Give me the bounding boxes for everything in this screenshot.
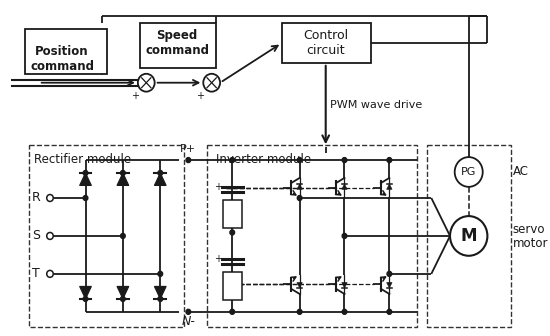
Circle shape [158, 170, 163, 175]
Text: +: + [131, 91, 139, 100]
Circle shape [120, 170, 125, 175]
Text: PWM wave drive: PWM wave drive [331, 99, 422, 110]
Bar [30, 145, 184, 327]
Circle shape [387, 158, 392, 163]
Polygon shape [387, 283, 392, 288]
Bar [140, 23, 216, 68]
Bar [25, 29, 107, 74]
Text: R: R [229, 209, 236, 219]
Polygon shape [117, 286, 129, 299]
Text: +: + [214, 254, 222, 264]
Text: N-: N- [182, 315, 195, 328]
Text: -: - [141, 73, 146, 86]
Bar [223, 272, 241, 300]
Text: S: S [32, 229, 40, 243]
Text: Speed
command: Speed command [145, 29, 209, 57]
Text: Control
circuit: Control circuit [303, 29, 348, 57]
Circle shape [47, 270, 53, 277]
Circle shape [120, 234, 125, 239]
Text: +: + [196, 91, 205, 100]
Circle shape [450, 216, 487, 256]
Polygon shape [297, 283, 302, 288]
Bar [282, 23, 371, 63]
Text: Position
command: Position command [30, 45, 94, 73]
Circle shape [298, 309, 302, 314]
Text: PG: PG [461, 167, 476, 177]
Circle shape [47, 195, 53, 202]
Text: servo: servo [513, 223, 545, 237]
Text: -: - [206, 73, 211, 86]
Circle shape [387, 271, 392, 276]
Circle shape [298, 196, 302, 201]
Circle shape [342, 309, 347, 314]
Text: Inverter module: Inverter module [216, 153, 311, 166]
Polygon shape [342, 184, 347, 189]
Text: T: T [32, 267, 40, 280]
Text: P+: P+ [180, 144, 196, 154]
Circle shape [230, 158, 235, 163]
Circle shape [342, 158, 347, 163]
Circle shape [298, 158, 302, 163]
Circle shape [120, 296, 125, 301]
Circle shape [158, 271, 163, 276]
Circle shape [455, 157, 483, 187]
Circle shape [186, 158, 191, 163]
Text: motor: motor [513, 237, 548, 250]
Circle shape [186, 309, 191, 314]
Circle shape [83, 296, 88, 301]
Text: Rectifier module: Rectifier module [34, 153, 131, 166]
Circle shape [83, 196, 88, 201]
Circle shape [230, 309, 235, 314]
Circle shape [83, 170, 88, 175]
Polygon shape [387, 184, 392, 189]
Text: R: R [229, 281, 236, 291]
Circle shape [158, 296, 163, 301]
Circle shape [387, 309, 392, 314]
Circle shape [230, 230, 235, 235]
Polygon shape [342, 283, 347, 288]
Circle shape [342, 234, 347, 239]
Circle shape [47, 233, 53, 240]
Text: R: R [32, 192, 41, 205]
Polygon shape [117, 173, 129, 185]
Text: M: M [460, 227, 477, 245]
Bar [223, 200, 241, 227]
Polygon shape [297, 184, 302, 189]
Bar [207, 145, 417, 327]
Text: AC: AC [513, 165, 529, 178]
Bar [427, 145, 511, 327]
Polygon shape [155, 173, 166, 185]
Polygon shape [80, 286, 91, 299]
Text: +: + [214, 182, 222, 192]
Circle shape [138, 74, 155, 92]
Polygon shape [155, 286, 166, 299]
Polygon shape [80, 173, 91, 185]
Circle shape [204, 74, 220, 92]
